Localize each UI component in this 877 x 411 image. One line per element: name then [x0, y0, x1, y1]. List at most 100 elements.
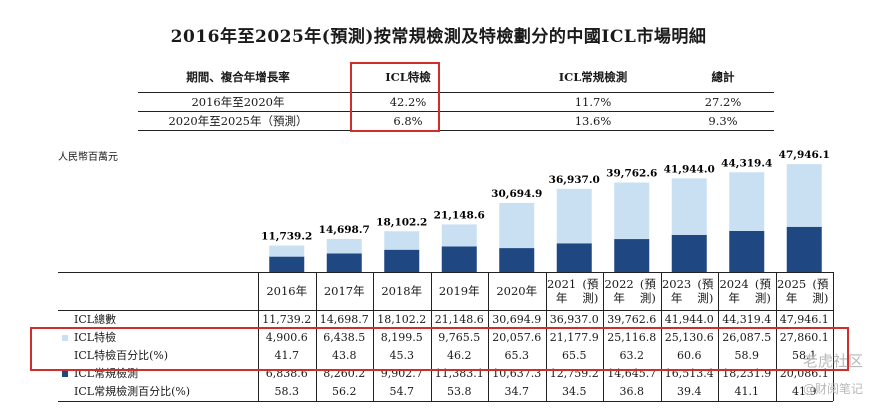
cagr-total: 9.3% [708, 114, 738, 128]
cagr-row: 2016年至2020年 42.2% 11.7% 27.2% [138, 93, 774, 111]
table-cell: 45.3 [389, 349, 415, 362]
table-cell: 58.1 [792, 349, 817, 362]
table-cell: 39,762.6 [607, 313, 657, 326]
cagr-routine: 13.6% [574, 114, 612, 128]
bar-segment-special [614, 182, 650, 240]
year-header-line: 2025年 [776, 277, 807, 305]
table-cell: 14,698.7 [319, 313, 369, 326]
bar-segment-special [671, 178, 707, 235]
table-cell: 27,860.1 [779, 331, 829, 344]
table-cell: 25,116.8 [607, 331, 657, 344]
table-cell: 47,946.1 [779, 313, 829, 326]
table-col-divider [833, 272, 834, 401]
table-cell: 53.8 [447, 385, 472, 398]
bar-total-label: 47,946.1 [779, 149, 830, 161]
bar-segment-special [269, 245, 305, 257]
row-label-text: ICL特檢 [74, 331, 117, 344]
year-header-line: 2018年 [381, 284, 423, 298]
table-row-label: ICL常規檢測百分比(%) [58, 383, 258, 401]
table-year-header: 2025年 (預測) [776, 272, 834, 310]
table-col-divider [373, 272, 374, 401]
cagr-header-row: 期間、複合年增長率 ICL特檢 ICL常規檢測 總計 [138, 68, 774, 86]
table-cell: 44,319.4 [722, 313, 772, 326]
bar-total-label: 44,319.4 [721, 157, 772, 169]
bar-segment-routine [729, 230, 765, 272]
table-cell: 43.8 [332, 349, 357, 362]
bar-segment-routine [269, 256, 305, 272]
table-year-header: 2018年 [373, 272, 431, 310]
bar-segment-routine [499, 248, 535, 272]
table-cell: 58.9 [734, 349, 760, 362]
cagr-special: 42.2% [389, 95, 427, 109]
row-label-text: ICL特檢百分比(%) [74, 349, 169, 362]
table-cell: 41.7 [274, 349, 300, 362]
table-cell: 26,087.5 [722, 331, 772, 344]
table-year-header: 2020年 [488, 272, 546, 310]
year-header-line: (預測) [812, 277, 829, 305]
year-header-line: 2022年 [604, 277, 634, 305]
table-cell: 4,900.6 [265, 331, 308, 344]
table-year-header: 2016年 [258, 272, 316, 310]
cagr-total: 27.2% [704, 95, 742, 109]
table-year-header: 2022年 (預測) [603, 272, 661, 310]
table-cell: 36,937.0 [549, 313, 599, 326]
year-header-line: 2024年 [719, 277, 749, 305]
bar-segment-routine [556, 243, 592, 272]
table-row-divider [58, 401, 833, 402]
table-cell: 63.2 [619, 349, 645, 362]
watermark-text: 老虎社区 [802, 352, 863, 370]
table-row-divider [58, 272, 833, 273]
cagr-header-period: 期間、複合年增長率 [186, 70, 290, 84]
cagr-routine: 11.7% [574, 95, 612, 109]
table-cell: 21,148.6 [434, 313, 484, 326]
table-cell: 11,739.2 [262, 313, 312, 326]
table-year-header: 2024年 (預測) [718, 272, 776, 310]
bar-total-label: 41,944.0 [664, 163, 715, 175]
cagr-row: 2020年至2025年（預測） 6.8% 13.6% 9.3% [138, 112, 774, 130]
table-cell: 30,694.9 [492, 313, 542, 326]
bar-segment-routine [671, 234, 707, 272]
cagr-divider [138, 130, 774, 131]
table-cell: 21,177.9 [549, 331, 599, 344]
table-col-divider [258, 272, 259, 401]
legend-swatch-icon [62, 370, 68, 377]
cagr-divider [138, 111, 774, 112]
cagr-header-special: ICL特檢 [385, 70, 431, 84]
table-col-divider [430, 272, 432, 401]
table-col-divider [718, 272, 719, 401]
page-title: 2016年至2025年(預測)按常規檢測及特檢劃分的中國ICL市場明細 [170, 27, 707, 47]
bar-segment-special [326, 238, 362, 254]
year-header-line: 2019年 [438, 284, 480, 298]
table-row-label: ICL特檢百分比(%) [58, 347, 258, 365]
cagr-period: 2016年至2020年 [191, 95, 285, 109]
bar-total-label: 36,937.0 [549, 174, 600, 186]
bar-segment-special [729, 172, 765, 231]
table-cell: 60.6 [677, 349, 702, 362]
row-label-text: ICL常規檢測百分比(%) [74, 385, 191, 398]
table-year-header: 2023年 (預測) [661, 272, 719, 310]
table-cell: 65.3 [504, 349, 530, 362]
cagr-header-routine: ICL常規檢測 [558, 70, 628, 84]
bar-segment-routine [786, 226, 822, 272]
bar-segment-routine [614, 239, 650, 272]
year-header-line: (預測) [582, 277, 599, 305]
bar-segment-routine [441, 246, 477, 272]
table-cell: 8,199.5 [380, 331, 423, 344]
table-year-header: 2019年 [431, 272, 489, 310]
year-header-line: (預測) [639, 277, 656, 305]
row-label-text: ICL總數 [74, 313, 117, 326]
table-year-header: 2017年 [316, 272, 374, 310]
year-header-line: 2020年 [496, 284, 538, 298]
year-header-line: 2021年 [546, 277, 577, 305]
bar-segment-special [786, 164, 822, 227]
bar-total-label: 14,698.7 [319, 224, 370, 236]
table-row-label: ICL特檢 [58, 329, 258, 347]
unit-label: 人民幣百萬元 [58, 152, 118, 163]
table-col-divider [315, 272, 317, 401]
cagr-divider [138, 92, 774, 93]
year-header-line: 2017年 [323, 284, 365, 298]
cagr-highlight-box [350, 62, 440, 132]
bar-segment-special [384, 231, 420, 250]
bar-segment-special [441, 224, 477, 247]
